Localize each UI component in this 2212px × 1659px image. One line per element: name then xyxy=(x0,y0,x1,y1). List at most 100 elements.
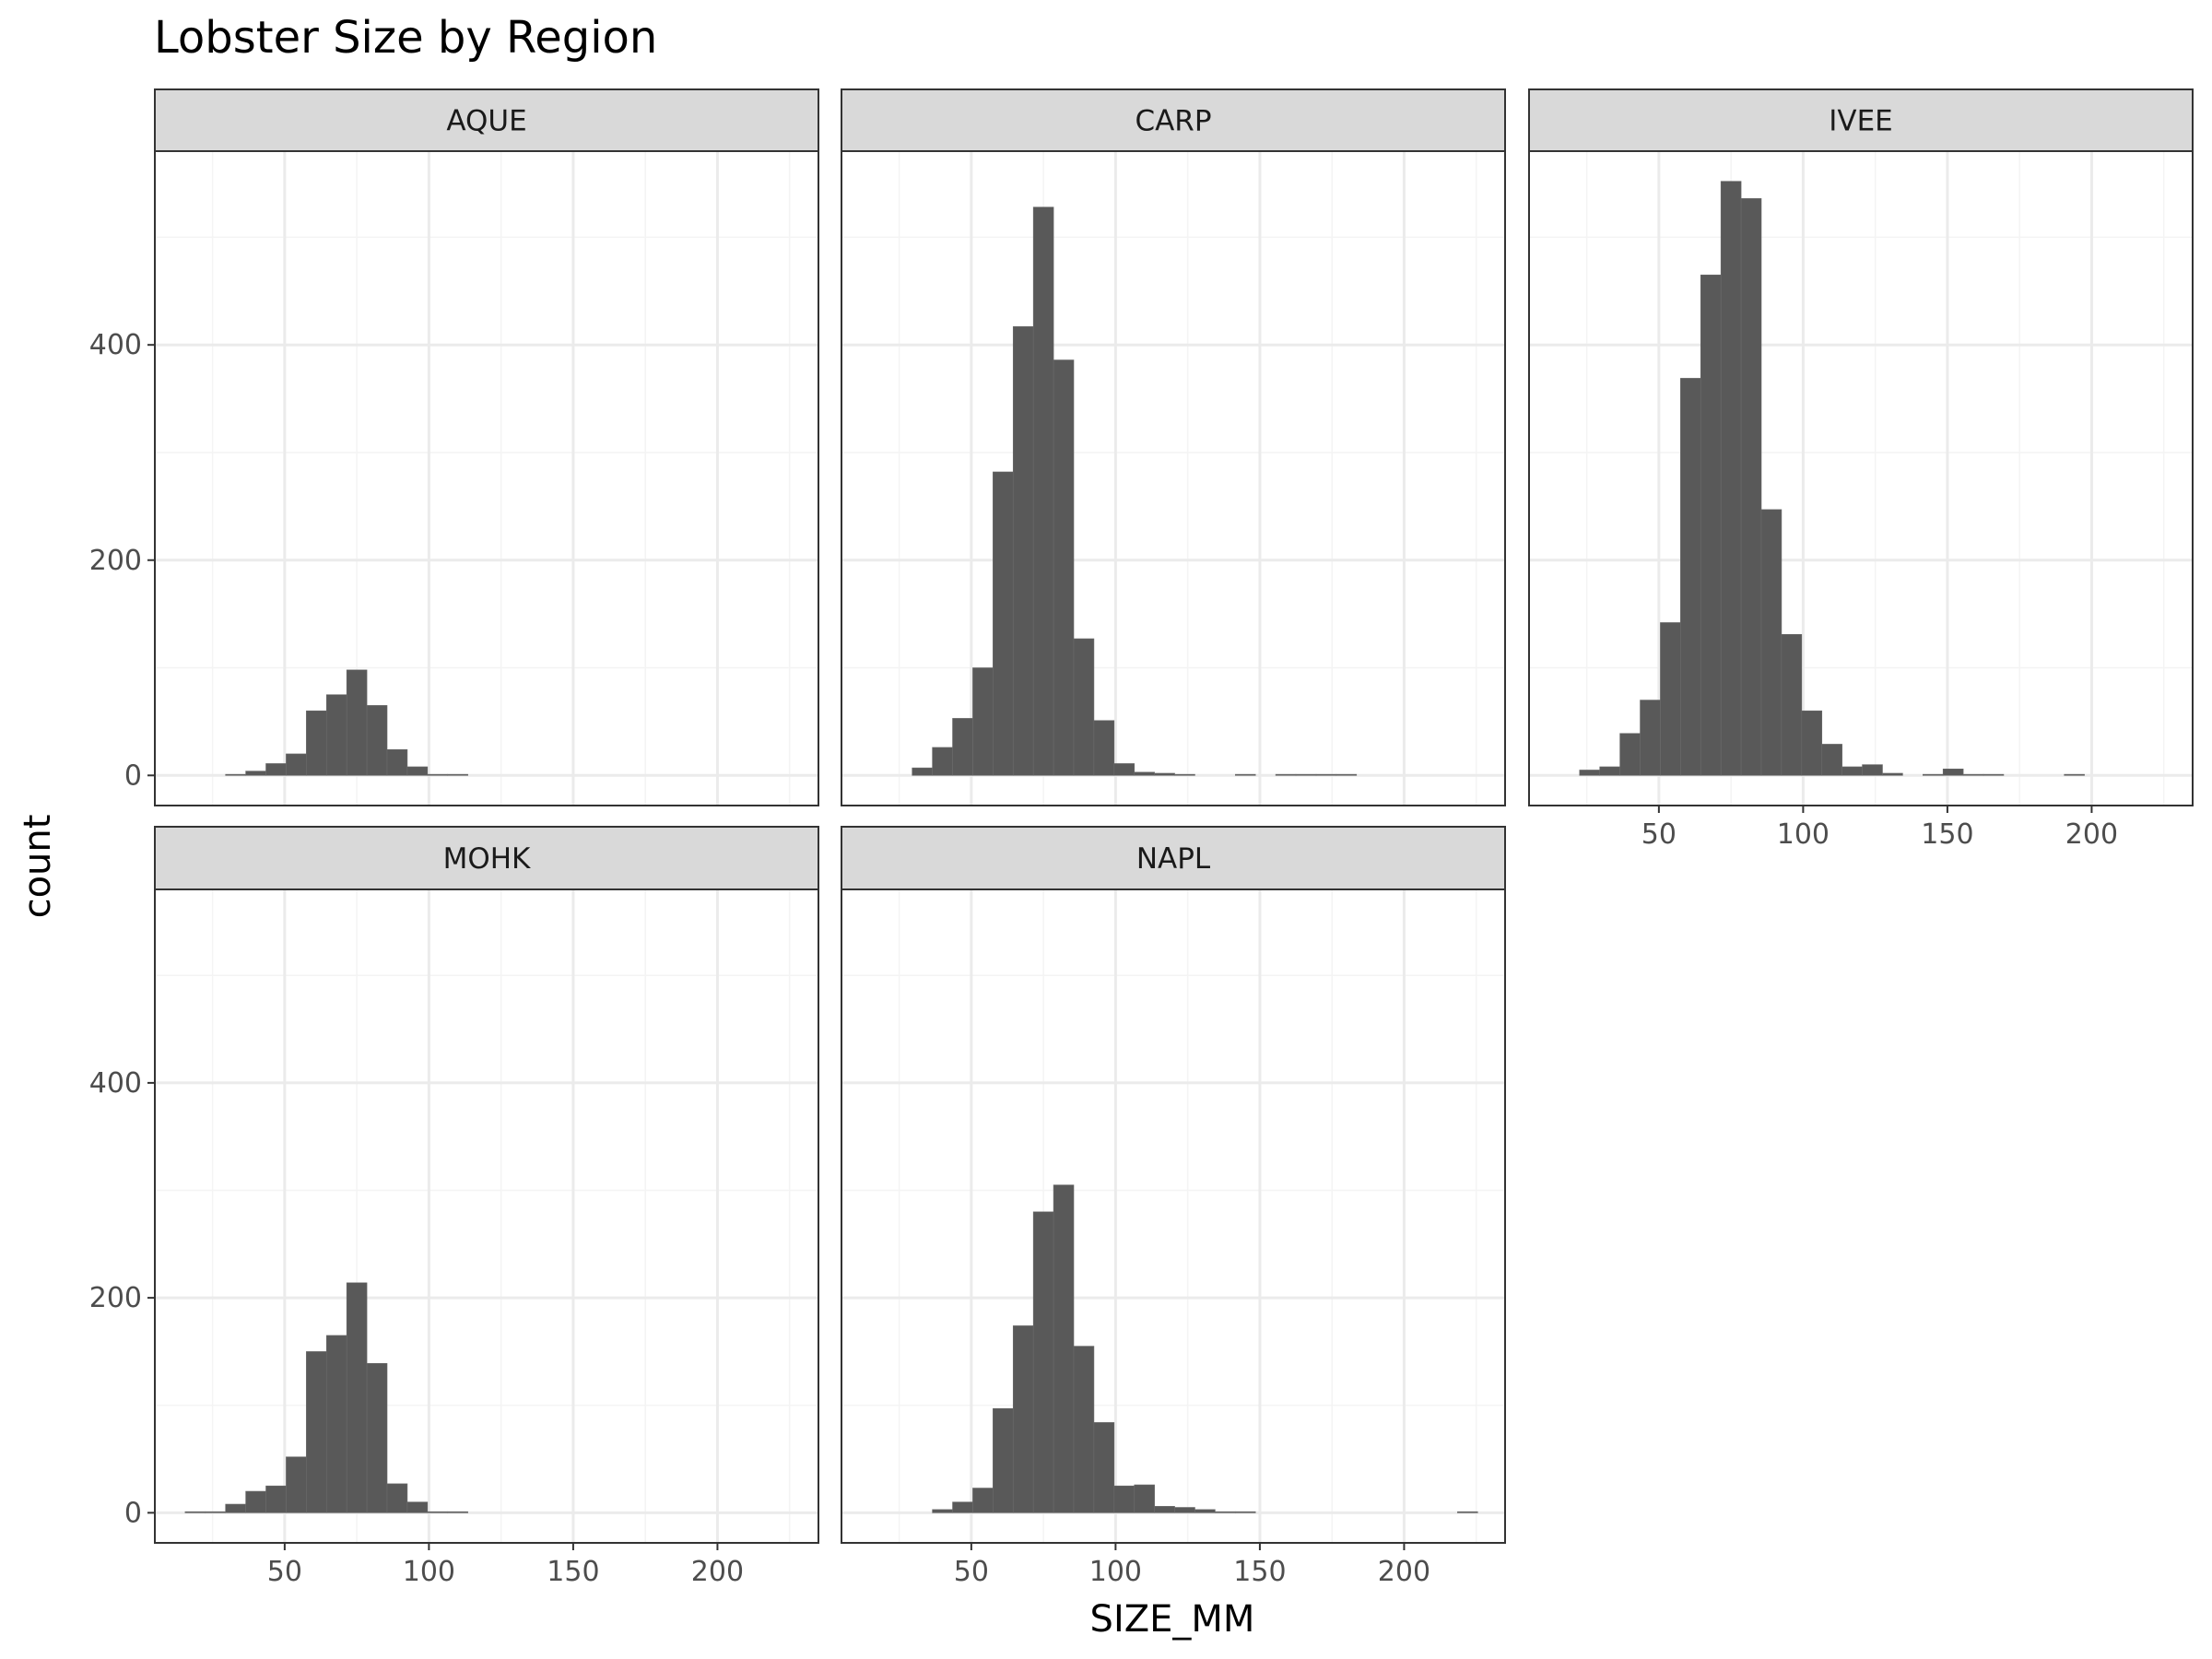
histogram-bar xyxy=(1942,768,1964,776)
histogram-bar xyxy=(2064,773,2085,776)
panel-border xyxy=(1528,150,2194,806)
histogram-bar xyxy=(1983,773,2005,776)
chart-title: Lobster Size by Region xyxy=(154,12,657,64)
histogram-bar xyxy=(325,1335,347,1513)
histogram-bar xyxy=(427,773,449,776)
histogram-bar xyxy=(952,1501,973,1513)
x-tick-label: 50 xyxy=(1641,818,1677,851)
histogram-bar xyxy=(993,1407,1014,1513)
histogram-bar xyxy=(1093,720,1115,776)
histogram-bar xyxy=(1781,634,1803,776)
panel-background xyxy=(841,151,1505,806)
histogram-bar xyxy=(286,1456,307,1513)
histogram-bar xyxy=(1923,773,1944,776)
histogram-bar xyxy=(1113,1485,1135,1513)
facet-panel-napl: NAPL 50 100 150 200 xyxy=(841,826,1506,1588)
histogram-bar xyxy=(1154,772,1175,776)
histogram-bar xyxy=(1599,766,1620,776)
histogram-bar xyxy=(1053,359,1075,776)
histogram-bar xyxy=(993,471,1014,776)
histogram-bar xyxy=(1315,773,1337,776)
histogram-bar xyxy=(1841,766,1863,776)
y-tick-label: 0 xyxy=(124,759,142,792)
x-tick-label: 150 xyxy=(1233,1556,1286,1588)
histogram-bar xyxy=(1295,773,1317,776)
histogram-bar xyxy=(346,1282,368,1513)
histogram-bar xyxy=(386,748,408,776)
facet-panels: AQUE 0 200 400 CARP IVEE 50 100 150 200 MOHK 0 200 40… xyxy=(89,88,2194,1588)
facet-strip-label: NAPL xyxy=(1136,842,1211,876)
histogram-bar xyxy=(932,1509,953,1513)
panel-background xyxy=(155,889,818,1543)
histogram-bar xyxy=(325,694,347,776)
facet-strip xyxy=(154,88,819,152)
histogram-bar xyxy=(346,669,368,776)
facet-strip xyxy=(154,826,819,890)
x-tick-label: 150 xyxy=(547,1556,599,1588)
histogram-bar xyxy=(1862,764,1883,776)
facet-panel-aque: AQUE 0 200 400 xyxy=(89,88,819,806)
x-tick-label: 100 xyxy=(403,1556,455,1588)
histogram-bar xyxy=(406,766,429,776)
histogram-bar xyxy=(912,767,933,776)
x-tick-label: 100 xyxy=(1089,1556,1142,1588)
panel-border xyxy=(841,888,1506,1544)
histogram-bar xyxy=(1235,773,1256,776)
histogram-bar xyxy=(245,1490,266,1513)
histogram-bar xyxy=(972,1488,994,1513)
panel-background xyxy=(1529,151,2193,806)
y-tick-label: 200 xyxy=(89,545,142,577)
histogram-bar xyxy=(1720,181,1742,776)
histogram-bar xyxy=(1174,773,1195,776)
facet-panel-mohk: MOHK 0 200 400 50 100 150 200 xyxy=(89,826,819,1588)
histogram-bar xyxy=(286,753,307,776)
y-tick-label: 200 xyxy=(89,1282,142,1314)
facet-strip xyxy=(1528,88,2194,152)
panel-background xyxy=(841,889,1505,1543)
histogram-bar xyxy=(1012,326,1034,776)
x-tick-label: 200 xyxy=(1378,1556,1430,1588)
histogram-bar xyxy=(1619,733,1641,776)
histogram-bar xyxy=(265,763,287,776)
histogram-bar xyxy=(1194,1509,1216,1513)
histogram-bar xyxy=(1113,763,1135,776)
histogram-bar xyxy=(1680,378,1701,776)
histogram-bar xyxy=(952,718,973,776)
x-tick-label: 50 xyxy=(954,1556,989,1588)
histogram-bar xyxy=(1053,1184,1075,1513)
histogram-bar xyxy=(1134,771,1155,776)
histogram-bar xyxy=(972,667,994,776)
histogram-bar xyxy=(1821,744,1842,776)
histogram-bar xyxy=(306,710,327,776)
histogram-bar xyxy=(1579,770,1600,776)
y-tick-label: 0 xyxy=(124,1497,142,1529)
histogram-bar xyxy=(366,705,388,776)
histogram-bar xyxy=(1660,622,1681,776)
histogram-bar xyxy=(1962,773,1984,776)
x-axis-title: SIZE_MM xyxy=(1090,1598,1255,1641)
histogram-bar xyxy=(932,747,953,776)
panel-background xyxy=(155,151,818,806)
histogram-bar xyxy=(1801,710,1823,776)
histogram-bar xyxy=(1012,1325,1034,1513)
x-tick-label: 100 xyxy=(1777,818,1830,851)
histogram-bar xyxy=(225,773,246,776)
panel-border xyxy=(154,150,819,806)
facet-panel-ivee: IVEE 50 100 150 200 xyxy=(1528,88,2194,851)
histogram-bar xyxy=(386,1483,408,1513)
histogram-bar xyxy=(447,773,468,776)
facet-panel-carp: CARP xyxy=(841,88,1506,806)
facet-strip-label: IVEE xyxy=(1829,105,1893,138)
histogram-bar xyxy=(245,771,266,776)
facet-strip-label: AQUE xyxy=(446,105,526,138)
histogram-bar xyxy=(1275,773,1297,776)
histogram-bar xyxy=(1640,700,1661,776)
histogram-bar xyxy=(406,1501,429,1513)
histogram-bar xyxy=(306,1351,327,1513)
histogram-bar xyxy=(1882,772,1903,776)
facet-strip-label: MOHK xyxy=(443,842,531,876)
histogram-bar xyxy=(1154,1506,1175,1513)
histogram-bar xyxy=(1093,1422,1115,1513)
y-axis-title: count xyxy=(17,815,59,919)
